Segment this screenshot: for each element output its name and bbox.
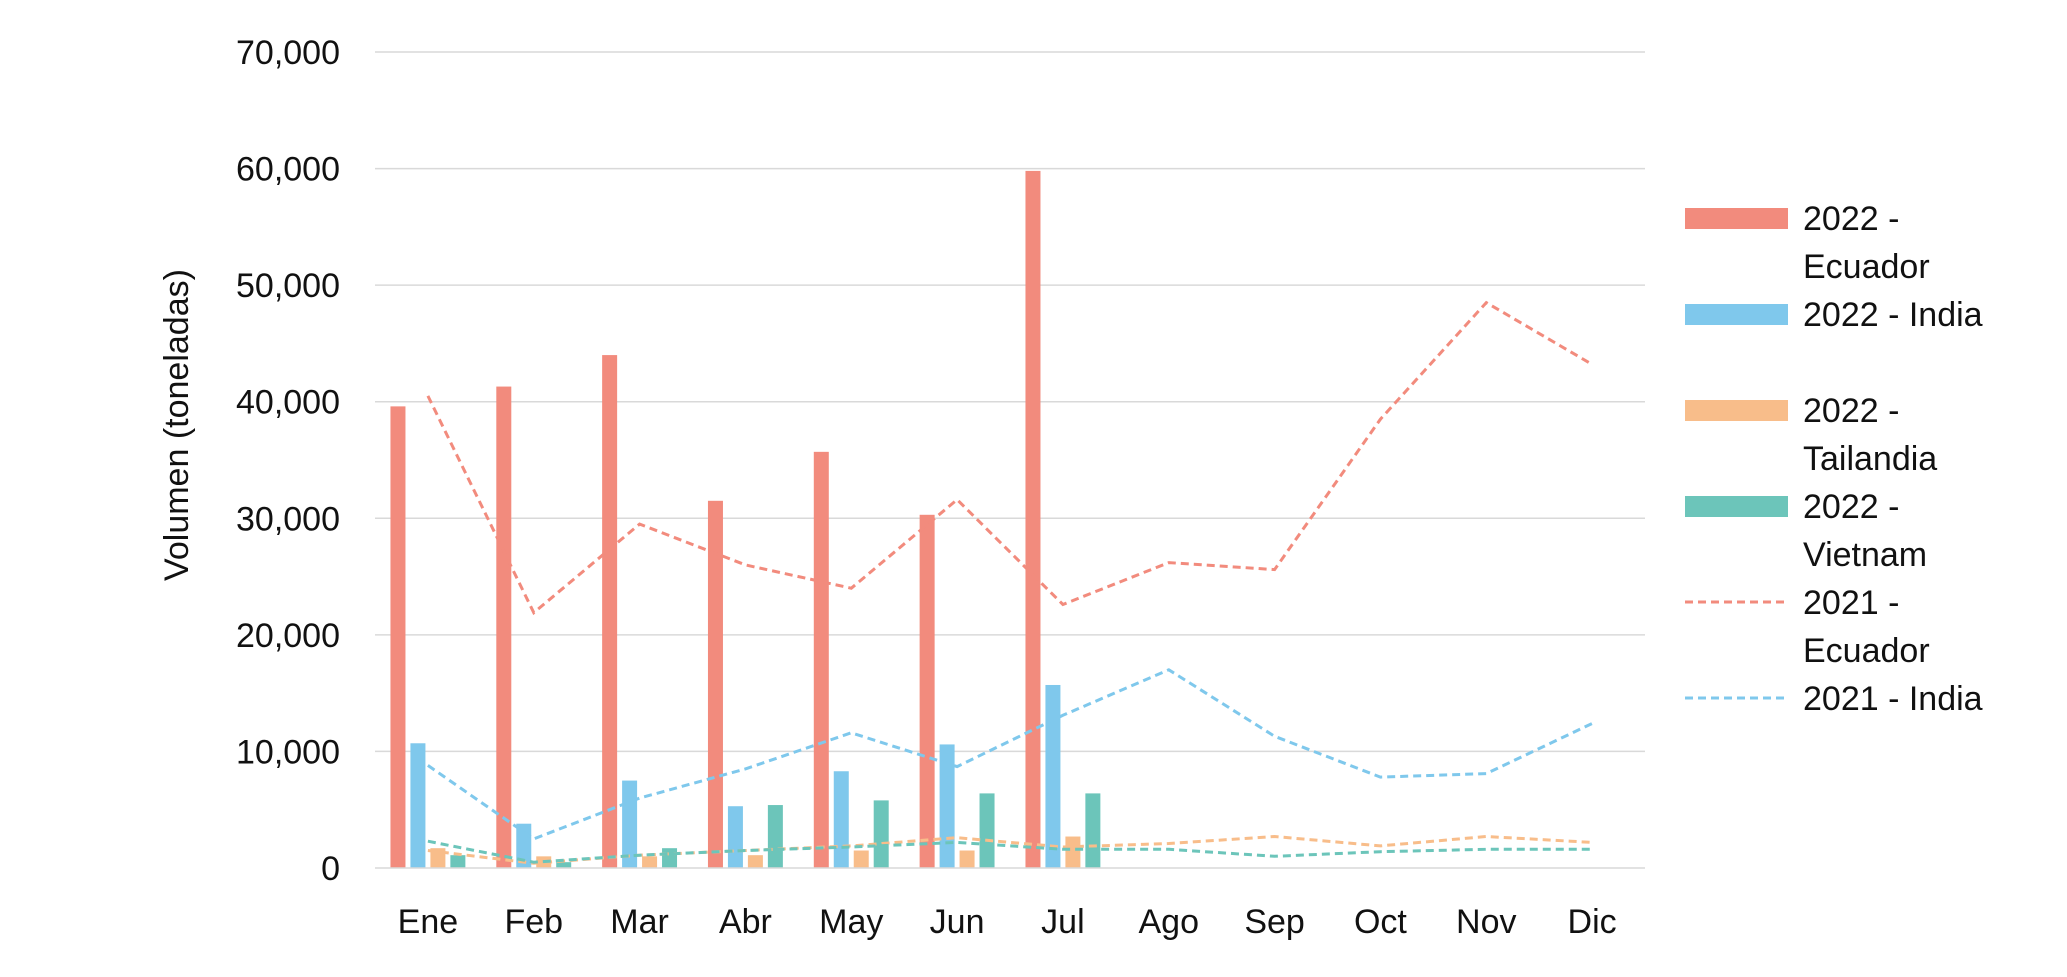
- bar-2022-ecuador: [602, 355, 618, 869]
- y-tick-label: 20,000: [236, 617, 340, 655]
- x-tick-label: Mar: [610, 903, 669, 941]
- legend-item-2022-tailandia: 2022 - Tailandia: [1685, 392, 1937, 478]
- legend-swatch: [1685, 304, 1788, 325]
- bar-2022-tailandia: [747, 855, 763, 868]
- bar-2022-tailandia: [959, 850, 975, 868]
- line-2021-india: [427, 668, 1593, 841]
- lines: [426, 300, 1593, 865]
- bar-2022-vietnam: [450, 855, 466, 868]
- x-tick-label: May: [819, 903, 883, 941]
- y-axis-ticks: 0 10,000 20,000 30,000 40,000 50,000 60,000 70,…: [236, 34, 340, 888]
- y-tick-label: 40,000: [236, 384, 340, 422]
- x-tick-label: Dic: [1568, 903, 1617, 941]
- legend-label: Tailandia: [1803, 440, 1937, 478]
- bar-2022-tailandia: [1065, 836, 1081, 868]
- y-tick-label: 0: [321, 850, 340, 888]
- line-2021-ecuador: [426, 300, 1593, 616]
- legend-label: 2022 -: [1803, 488, 1899, 526]
- legend-swatch: [1685, 400, 1788, 421]
- bar-2022-tailandia: [642, 856, 658, 868]
- y-tick-label: 10,000: [236, 733, 340, 771]
- legend-item-2021-india: 2021 - India: [1685, 680, 1983, 718]
- bar-2022-ecuador: [390, 406, 406, 868]
- bars: [390, 170, 1101, 869]
- legend-item-2022-ecuador: 2022 - Ecuador: [1685, 200, 1930, 286]
- legend-label: 2022 -: [1803, 200, 1899, 238]
- bar-2022-ecuador: [1025, 170, 1041, 869]
- bar-2022-vietnam: [662, 848, 678, 868]
- bar-2022-ecuador: [813, 451, 829, 868]
- legend-swatch: [1685, 208, 1788, 229]
- bar-2022-india: [1045, 684, 1061, 868]
- x-tick-label: Oct: [1354, 903, 1407, 941]
- legend-label: 2022 - India: [1803, 296, 1983, 334]
- y-tick-label: 50,000: [236, 267, 340, 305]
- x-tick-label: Feb: [504, 903, 563, 941]
- x-tick-label: Abr: [719, 903, 772, 941]
- legend-label: 2021 -: [1803, 584, 1899, 622]
- bar-2022-india: [410, 743, 426, 868]
- bar-2022-vietnam: [767, 805, 783, 868]
- bar-2022-tailandia: [853, 850, 869, 868]
- legend-label: 2022 -: [1803, 392, 1899, 430]
- y-axis-title: Volumen (toneladas): [158, 269, 196, 581]
- gridlines: [375, 51, 1645, 753]
- bar-2022-vietnam: [1085, 793, 1101, 868]
- x-tick-label: Ago: [1139, 903, 1200, 941]
- x-axis-ticks: Ene Feb Mar Abr May Jun Jul Ago Sep Oct Nov Dic: [398, 903, 1617, 941]
- x-tick-label: Ene: [398, 903, 459, 941]
- x-tick-label: Jun: [930, 903, 985, 941]
- legend-label: Ecuador: [1803, 632, 1930, 670]
- x-tick-label: Nov: [1456, 903, 1516, 941]
- y-tick-label: 60,000: [236, 151, 340, 189]
- bar-2022-vietnam: [873, 800, 889, 868]
- bar-2022-india: [727, 806, 743, 868]
- x-tick-label: Sep: [1244, 903, 1305, 941]
- legend-label: 2021 - India: [1803, 680, 1983, 718]
- bar-2022-india: [833, 771, 849, 868]
- bar-2022-vietnam: [556, 862, 572, 868]
- bar-2022-ecuador: [707, 500, 723, 868]
- legend-swatch: [1685, 496, 1788, 517]
- bar-2022-ecuador: [919, 514, 935, 868]
- legend-item-2021-ecuador: 2021 - Ecuador: [1685, 584, 1930, 670]
- legend-label: Vietnam: [1803, 536, 1927, 574]
- x-tick-label: Jul: [1041, 903, 1084, 941]
- bar-2022-ecuador: [496, 386, 512, 868]
- legend-label: Ecuador: [1803, 248, 1930, 286]
- legend: 2022 - Ecuador 2022 - India 2022 - Tailandia…: [1685, 200, 1983, 718]
- line-2021-vietnam: [427, 839, 1593, 864]
- legend-item-2022-vietnam: 2022 - Vietnam: [1685, 488, 1927, 574]
- y-tick-label: 30,000: [236, 500, 340, 538]
- legend-item-2022-india: 2022 - India: [1685, 296, 1983, 334]
- y-tick-label: 70,000: [236, 34, 340, 72]
- bar-2022-vietnam: [979, 793, 995, 868]
